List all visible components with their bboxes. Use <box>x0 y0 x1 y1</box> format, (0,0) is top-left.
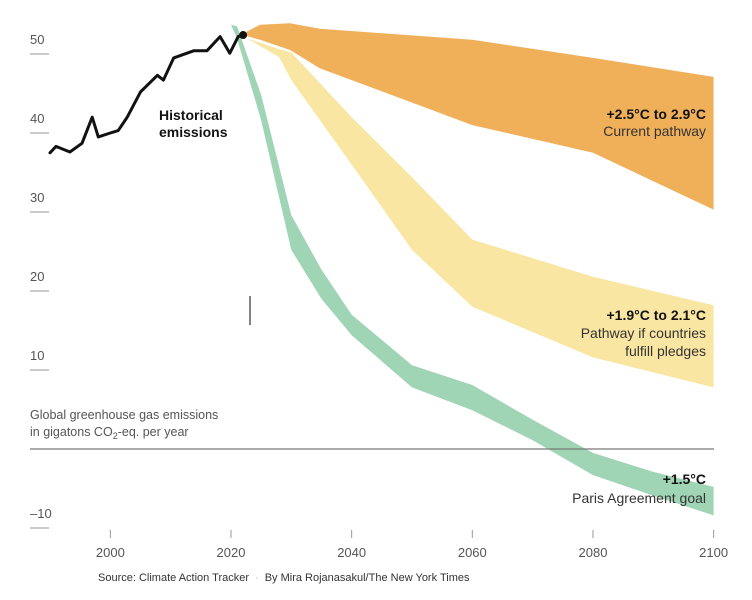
y-tick-label: –10 <box>30 506 52 521</box>
current-pathway-subtitle: Current pathway <box>603 123 706 139</box>
pathway-bands <box>231 23 714 516</box>
unit-post: -eq. per year <box>118 425 189 439</box>
credit-text: By Mira Rojanasakul/The New York Times <box>265 572 470 584</box>
y-tick-label: 40 <box>30 111 44 126</box>
pledges-pathway-subtitle-line1: Pathway if countries <box>581 325 706 341</box>
paris-subtitle: Paris Agreement goal <box>572 490 706 506</box>
current-pathway-title: +2.5°C to 2.9°C <box>606 106 706 122</box>
x-tick-label: 2060 <box>458 545 487 560</box>
historical-endpoint-dot <box>239 31 248 40</box>
unit-subscript: 2 <box>113 431 118 441</box>
historical-label-line2: emissions <box>159 124 228 140</box>
y-tick-label: 30 <box>30 190 44 205</box>
y-tick-label: 10 <box>30 348 44 363</box>
historical-label-line1: Historical <box>159 107 223 123</box>
current-band <box>243 23 714 210</box>
y-axis: 50 40 30 20 10 –10 <box>30 32 52 529</box>
historical-emissions-line <box>48 33 245 155</box>
x-tick-label: 2100 <box>699 545 728 560</box>
x-tick-label: 2020 <box>217 545 246 560</box>
y-axis-label-line2: in gigatons CO2-eq. per year <box>30 425 189 441</box>
x-axis: 2000 2020 2040 2060 2080 2100 <box>96 530 728 560</box>
x-tick-label: 2000 <box>96 545 125 560</box>
pledges-pathway-title: +1.9°C to 2.1°C <box>606 307 706 323</box>
separator: · <box>255 572 259 584</box>
pledges-band <box>246 38 714 388</box>
x-tick-label: 2040 <box>337 545 366 560</box>
y-tick-label: 20 <box>30 269 44 284</box>
unit-pre: in gigatons CO <box>30 425 113 439</box>
y-axis-label-line1: Global greenhouse gas emissions <box>30 408 218 422</box>
source-credit: Source: Climate Action Tracker · By Mira R… <box>98 572 470 584</box>
y-tick-label: 50 <box>30 32 44 47</box>
paris-title: +1.5°C <box>663 471 706 487</box>
pledges-pathway-subtitle-line2: fulfill pledges <box>625 343 706 359</box>
source-text: Source: Climate Action Tracker <box>98 572 249 584</box>
x-tick-label: 2080 <box>579 545 608 560</box>
